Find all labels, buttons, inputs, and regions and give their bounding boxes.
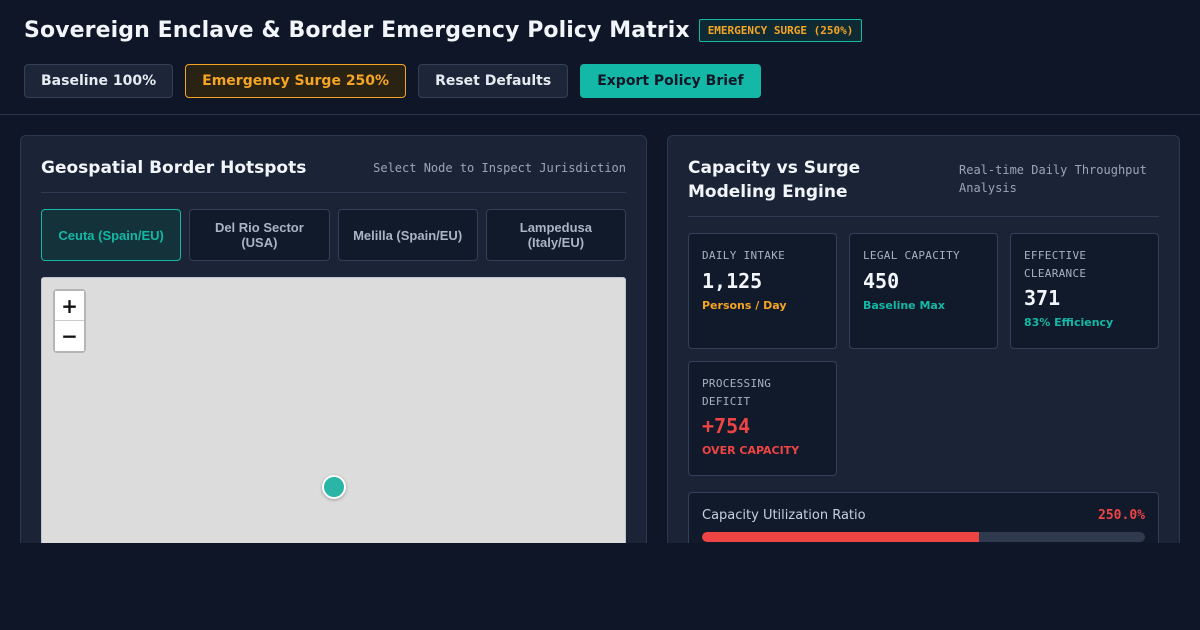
modeling-panel-title: Capacity vs Surge Modeling Engine — [688, 158, 861, 202]
export-policy-brief-button[interactable]: Export Policy Brief — [580, 64, 761, 98]
hotspots-panel-subtitle: Select Node to Inspect Jurisdiction — [373, 161, 626, 175]
divider — [688, 216, 1159, 217]
metric-value: 1,125 — [702, 268, 763, 293]
hotspots-panel-title: Geospatial Border Hotspots — [41, 158, 307, 178]
utilization-label: Capacity Utilization Ratio — [702, 508, 866, 523]
utilization-value: 250.0% — [1098, 508, 1145, 523]
metric-label: EFFECTIVE CLEARANCE — [1024, 249, 1087, 280]
tab-ceuta[interactable]: Ceuta (Spain/EU) — [41, 209, 182, 261]
metric-card-legal-capacity: LEGAL CAPACITY 450 Baseline Max — [849, 233, 998, 349]
metric-label: PROCESSING DEFICIT — [702, 377, 772, 408]
modeling-panel-subtitle: Real-time Daily Throughput Analysis — [959, 163, 1147, 195]
utilization-progress-fill — [702, 532, 979, 542]
tab-lampedusa[interactable]: Lampedusa (Italy/EU) — [485, 209, 626, 261]
app-header: Sovereign Enclave & Border Emergency Pol… — [0, 0, 1200, 115]
zoom-in-button[interactable]: + — [55, 291, 84, 321]
utilization-progress-track — [702, 532, 1145, 542]
mode-status-badge: EMERGENCY SURGE (250%) — [698, 19, 863, 42]
baseline-button[interactable]: Baseline 100% — [24, 64, 174, 98]
tab-del-rio-sector[interactable]: Del Rio Sector (USA) — [189, 209, 330, 261]
map-zoom-control: + − — [53, 289, 86, 353]
jurisdiction-tabs: Ceuta (Spain/EU) Del Rio Sector (USA) Me… — [41, 209, 626, 261]
emergency-surge-button[interactable]: Emergency Surge 250% — [185, 64, 407, 98]
hotspot-map[interactable]: + − — [41, 277, 626, 567]
tab-melilla[interactable]: Melilla (Spain/EU) — [337, 209, 478, 261]
hotspots-panel-header: Geospatial Border Hotspots Select Node t… — [41, 158, 626, 178]
page-title: Sovereign Enclave & Border Emergency Pol… — [24, 18, 690, 43]
metric-label: DAILY INTAKE — [702, 249, 786, 262]
divider — [41, 192, 626, 193]
metric-value: 371 — [1024, 286, 1061, 310]
hotspots-panel: Geospatial Border Hotspots Select Node t… — [20, 135, 647, 567]
metric-label: LEGAL CAPACITY — [863, 249, 960, 262]
modeling-panel: Capacity vs Surge Modeling Engine Real-t… — [667, 135, 1180, 572]
metric-note: Persons / Day — [702, 298, 787, 312]
reset-defaults-button[interactable]: Reset Defaults — [418, 64, 569, 98]
viewport-bottom-area — [0, 543, 1200, 630]
metric-card-daily-intake: DAILY INTAKE 1,125 Persons / Day — [688, 233, 837, 349]
metric-value: +754 — [702, 414, 751, 438]
metric-card-effective-clearance: EFFECTIVE CLEARANCE 371 83% Efficiency — [1010, 233, 1159, 349]
zoom-out-button[interactable]: − — [55, 321, 84, 351]
map-location-marker[interactable] — [322, 475, 346, 499]
modeling-panel-header: Capacity vs Surge Modeling Engine Real-t… — [688, 156, 1159, 204]
metric-note: Baseline Max — [863, 298, 945, 312]
metric-value: 450 — [863, 268, 900, 293]
metric-note: OVER CAPACITY — [702, 444, 800, 457]
scenario-toolbar: Baseline 100% Emergency Surge 250% Reset… — [24, 64, 761, 98]
title-row: Sovereign Enclave & Border Emergency Pol… — [24, 18, 863, 43]
metric-card-processing-deficit: PROCESSING DEFICIT +754 OVER CAPACITY — [688, 361, 837, 476]
metric-note: 83% Efficiency — [1024, 316, 1114, 329]
